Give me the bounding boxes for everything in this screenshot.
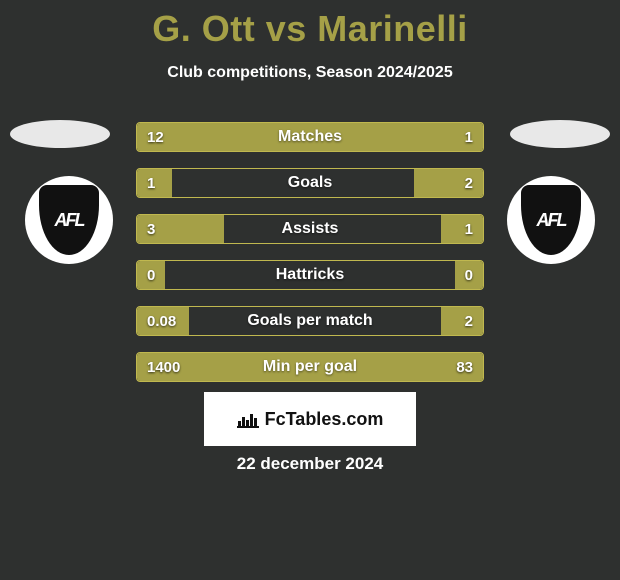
stat-label: Assists xyxy=(137,215,483,243)
stat-bars: Matches121Goals12Assists31Hattricks00Goa… xyxy=(136,122,484,398)
shield-icon: AFL xyxy=(521,185,581,255)
stat-value-right: 2 xyxy=(455,307,483,335)
stat-row: Goals1 2 xyxy=(136,168,484,198)
stat-row: Min per goal140083 xyxy=(136,352,484,382)
player-avatar-right xyxy=(510,120,610,148)
shield-icon: AFL xyxy=(39,185,99,255)
stat-value-left: 12 xyxy=(137,123,174,151)
source-text: FcTables.com xyxy=(265,409,384,430)
stat-value-right: 2 xyxy=(455,169,483,197)
stat-value-left: 3 xyxy=(137,215,165,243)
club-abbrev: AFL xyxy=(55,210,84,231)
stat-value-left: 0 xyxy=(137,261,165,289)
stat-value-left: 0.08 xyxy=(137,307,186,335)
barchart-icon xyxy=(237,410,259,428)
stat-value-right: 1 xyxy=(455,215,483,243)
player-avatar-left xyxy=(10,120,110,148)
stat-label: Goals xyxy=(137,169,483,197)
stat-label: Hattricks xyxy=(137,261,483,289)
club-badge-right: AFL xyxy=(507,176,595,264)
stat-row: Goals per match0.08 2 xyxy=(136,306,484,336)
stat-value-left: 1 xyxy=(137,169,165,197)
subtitle: Club competitions, Season 2024/2025 xyxy=(0,64,620,82)
stat-row: Matches12 1 xyxy=(136,122,484,152)
source-logo: FcTables.com xyxy=(204,392,416,446)
stat-value-right: 0 xyxy=(455,261,483,289)
club-badge-left: AFL xyxy=(25,176,113,264)
stat-value-left: 1400 xyxy=(137,353,190,381)
page-title: G. Ott vs Marinelli xyxy=(0,0,620,50)
stat-label: Goals per match xyxy=(137,307,483,335)
stat-value-right: 83 xyxy=(446,353,483,381)
stat-row: Assists3 1 xyxy=(136,214,484,244)
stat-label: Matches xyxy=(137,123,483,151)
stat-value-right: 1 xyxy=(455,123,483,151)
club-abbrev: AFL xyxy=(537,210,566,231)
stat-row: Hattricks0 0 xyxy=(136,260,484,290)
date-label: 22 december 2024 xyxy=(0,454,620,474)
